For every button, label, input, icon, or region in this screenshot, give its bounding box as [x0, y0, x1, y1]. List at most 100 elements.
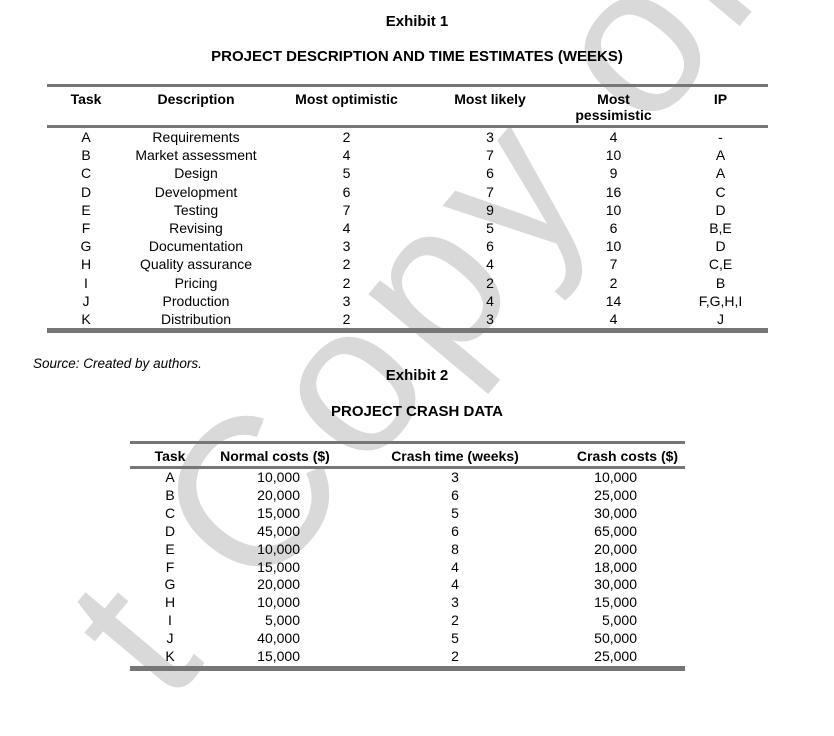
table-row: G 20,000 4 30,000: [130, 576, 685, 594]
table-cell: 15,000: [257, 558, 300, 575]
table-cell: 30,000: [594, 576, 637, 593]
col-header-crash-time: Crash time (weeks): [340, 442, 570, 469]
table-row: D 45,000 6 65,000: [130, 523, 685, 541]
table-row: E 10,000 8 20,000: [130, 541, 685, 559]
table-cell: C,E: [708, 256, 733, 273]
table-cell: Design: [174, 165, 218, 182]
table-row: B 20,000 6 25,000: [130, 487, 685, 505]
table-cell: 5: [451, 630, 459, 647]
table-cell: -: [718, 129, 723, 145]
table-cell: H: [80, 256, 92, 273]
time-estimates-header-row: Task Description Most optimistic Most li…: [47, 85, 768, 128]
table-cell: K: [81, 311, 91, 328]
table-cell: Production: [162, 292, 230, 309]
table-cell: 6: [451, 486, 459, 503]
table-cell: I: [84, 274, 88, 291]
table-row: J Production 3 4 14 F,G,H,I: [47, 292, 768, 310]
table-cell: 18,000: [594, 558, 637, 575]
col-header-crash-costs: Crash costs ($): [570, 442, 685, 469]
table-cell: B,E: [709, 220, 732, 237]
table-row: K 15,000 2 25,000: [130, 648, 685, 668]
table-cell: 4: [451, 576, 459, 593]
table-cell: 8: [451, 540, 459, 557]
table-cell: 4: [486, 292, 494, 309]
table-row: G Documentation 3 6 10 D: [47, 237, 768, 255]
table-cell: D: [715, 201, 726, 218]
exhibit2-subtitle: PROJECT CRASH DATA: [331, 403, 503, 420]
table-cell: 5: [486, 220, 494, 237]
table-cell: 6: [486, 165, 494, 182]
table-row: F Revising 4 5 6 B,E: [47, 219, 768, 237]
table-cell: Distribution: [160, 311, 232, 328]
table-cell: B: [715, 274, 726, 291]
table-cell: Revising: [169, 220, 223, 237]
table-cell: Market assessment: [135, 147, 257, 164]
col-header-most-optimistic: Most optimistic: [267, 85, 426, 128]
table-cell: A: [715, 147, 726, 164]
table-cell: F: [165, 558, 175, 575]
table-cell: 3: [451, 469, 459, 485]
table-cell: 10,000: [594, 469, 637, 485]
table-cell: 10: [605, 201, 622, 218]
table-row: F 15,000 4 18,000: [130, 559, 685, 577]
table-cell: 4: [609, 311, 618, 328]
table-cell: 40,000: [257, 630, 300, 647]
table-cell: 4: [609, 129, 618, 145]
table-cell: 20,000: [594, 540, 637, 557]
table-cell: 2: [342, 256, 351, 273]
table-cell: 4: [451, 558, 459, 575]
table-cell: 7: [609, 256, 618, 273]
table-cell: E: [81, 201, 91, 218]
table-row: A Requirements 2 3 4 -: [47, 127, 768, 147]
table-cell: C: [164, 504, 176, 521]
table-cell: 2: [451, 612, 459, 629]
table-cell: 16: [605, 183, 622, 200]
table-row: B Market assessment 4 7 10 A: [47, 146, 768, 164]
table-cell: D: [164, 522, 176, 539]
exhibit1-subtitle: PROJECT DESCRIPTION AND TIME ESTIMATES (…: [211, 48, 623, 65]
table-cell: 5: [451, 504, 459, 521]
table-cell: 6: [486, 238, 494, 255]
table-cell: 10,000: [257, 540, 300, 557]
source-note: Source: Created by authors.: [33, 356, 202, 371]
table-cell: 25,000: [594, 486, 637, 503]
table-cell: J: [82, 292, 90, 309]
table-cell: I: [168, 612, 172, 629]
table-cell: D: [715, 238, 726, 255]
table-cell: 4: [342, 220, 351, 237]
table-row: C 15,000 5 30,000: [130, 505, 685, 523]
table-cell: 3: [486, 129, 494, 145]
table-cell: F: [81, 220, 91, 237]
table-cell: 2: [451, 648, 459, 665]
table-cell: 2: [342, 274, 351, 291]
exhibit1-title: Exhibit 1: [385, 13, 449, 30]
table-cell: D: [80, 183, 92, 200]
crash-data-table-body: A 10,000 3 10,000 B 20,000 6 25,000 C 15,000 5 30,0…: [130, 468, 685, 669]
table-cell: 3: [342, 292, 351, 309]
table-cell: 15,000: [257, 648, 300, 665]
exhibit2-title: Exhibit 2: [385, 367, 449, 384]
table-row: J 40,000 5 50,000: [130, 630, 685, 648]
document-page: Exhibit 1 PROJECT DESCRIPTION AND TIME E…: [33, 13, 768, 671]
table-cell: 7: [342, 201, 351, 218]
table-row: I Pricing 2 2 2 B: [47, 274, 768, 292]
col-header-task: Task: [130, 442, 210, 469]
table-cell: K: [165, 648, 175, 665]
table-cell: 3: [451, 594, 459, 611]
table-cell: J: [166, 630, 174, 647]
table-cell: Development: [154, 183, 238, 200]
crash-data-header-row: Task Normal costs ($) Crash time (weeks)…: [130, 442, 685, 469]
table-cell: C: [80, 165, 92, 182]
table-cell: 7: [486, 183, 494, 200]
table-cell: 9: [486, 201, 494, 218]
table-row: H Quality assurance 2 4 7 C,E: [47, 255, 768, 273]
table-cell: 2: [342, 129, 351, 145]
table-cell: 3: [486, 311, 494, 328]
table-cell: 3: [342, 238, 351, 255]
table-cell: C: [715, 183, 726, 200]
table-cell: 6: [342, 183, 351, 200]
table-cell: A: [715, 165, 726, 182]
table-cell: 10: [605, 147, 622, 164]
col-header-normal-costs: Normal costs ($): [210, 442, 340, 469]
time-estimates-table-body: A Requirements 2 3 4- B Market assessment 4 7 10 A…: [47, 127, 768, 331]
